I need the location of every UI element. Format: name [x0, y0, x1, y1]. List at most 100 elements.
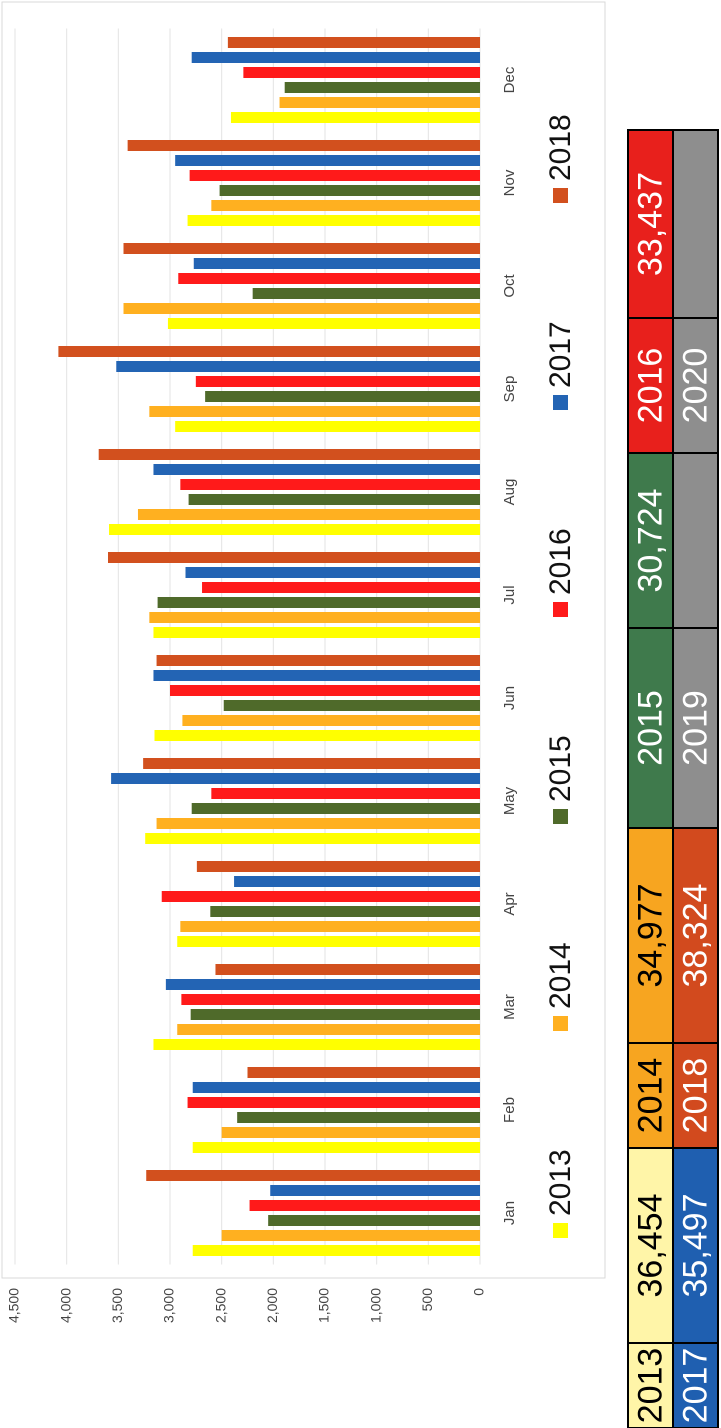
bar: [195, 376, 480, 387]
x-tick-label: Aug: [501, 479, 518, 506]
bar: [223, 700, 480, 711]
bar: [153, 670, 480, 681]
bar: [196, 861, 480, 872]
y-tick-label: 2,000: [264, 1288, 280, 1323]
y-tick-label: 500: [419, 1288, 435, 1312]
x-tick-label: Jun: [501, 686, 518, 710]
bar: [116, 361, 481, 372]
bar: [149, 406, 480, 417]
bar: [177, 936, 480, 947]
y-tick-label: 3,500: [109, 1288, 125, 1323]
legend-swatch: [553, 809, 568, 824]
bar: [215, 964, 480, 975]
x-tick-label: Oct: [501, 274, 518, 298]
bar: [111, 773, 480, 784]
bar: [279, 97, 480, 108]
bar: [249, 1200, 480, 1211]
legend-label: 2016: [544, 528, 577, 595]
bar: [210, 906, 481, 917]
bar: [190, 1009, 481, 1020]
bar: [202, 582, 481, 593]
bar: [177, 1024, 480, 1035]
x-tick-label: May: [501, 786, 518, 815]
bar: [145, 833, 480, 844]
x-tick-label: Mar: [501, 994, 518, 1020]
bar: [192, 1082, 480, 1093]
bar: [157, 597, 480, 608]
table-year: 2019: [676, 690, 714, 766]
bar: [98, 449, 480, 460]
bar: [193, 258, 480, 269]
table-total: 38,324: [676, 884, 714, 988]
bar: [154, 730, 480, 741]
bar: [153, 464, 480, 475]
bar: [192, 1245, 480, 1256]
bar: [170, 685, 480, 696]
bar: [180, 479, 480, 490]
bar: [180, 921, 480, 932]
legend-label: 2013: [544, 1149, 577, 1216]
y-tick-label: 1,500: [316, 1288, 332, 1323]
bar: [123, 243, 480, 254]
table-year: 2016: [631, 348, 669, 424]
bar: [187, 1097, 480, 1108]
bar: [181, 994, 480, 1005]
bar: [187, 215, 480, 226]
bar: [153, 1039, 480, 1050]
x-tick-label: Dec: [501, 66, 518, 93]
bar: [153, 627, 480, 638]
bar: [175, 421, 481, 432]
bar: [189, 170, 480, 181]
legend-label: 2017: [544, 321, 577, 388]
legend-label: 2015: [544, 735, 577, 802]
table-year: 2018: [676, 1058, 714, 1134]
bar: [270, 1185, 480, 1196]
x-tick-label: Jan: [501, 1201, 518, 1225]
table-year: 2015: [631, 690, 669, 766]
bar: [143, 758, 480, 769]
bar: [211, 200, 480, 211]
legend-swatch: [553, 188, 568, 203]
bar: [219, 185, 480, 196]
x-tick-label: Feb: [501, 1097, 518, 1123]
x-tick-label: Sep: [501, 376, 518, 403]
y-tick-label: 4,000: [57, 1288, 73, 1323]
legend-swatch: [553, 395, 568, 410]
bar: [227, 37, 480, 48]
bar: [247, 1067, 480, 1078]
bar: [127, 140, 480, 151]
bar: [161, 891, 480, 902]
bar: [146, 1170, 480, 1181]
table-total: 30,724: [631, 489, 669, 593]
bar: [230, 112, 480, 123]
x-tick-label: Nov: [501, 169, 518, 196]
bar: [268, 1215, 480, 1226]
bar: [284, 82, 481, 93]
x-tick-label: Jul: [501, 585, 518, 604]
bar: [167, 318, 481, 329]
bar: [234, 876, 480, 887]
bar: [182, 715, 480, 726]
table-cell: [672, 452, 719, 629]
table-year: 2017: [676, 1348, 714, 1424]
bar: [156, 655, 480, 666]
bar: [211, 788, 480, 799]
bar: [185, 567, 480, 578]
table-year: 2013: [631, 1348, 669, 1424]
legend-label: 2014: [544, 942, 577, 1009]
legend-swatch: [553, 1016, 568, 1031]
bar: [108, 552, 480, 563]
y-tick-label: 3,000: [161, 1288, 177, 1323]
legend-label: 2018: [544, 114, 577, 181]
y-tick-label: 4,500: [6, 1288, 22, 1323]
bar: [137, 509, 480, 520]
y-tick-label: 1,000: [367, 1288, 383, 1323]
table-total: 33,437: [631, 172, 669, 276]
legend-swatch: [553, 1223, 568, 1238]
table-year: 2020: [676, 348, 714, 424]
bar: [243, 67, 480, 78]
bar: [188, 494, 480, 505]
x-tick-label: Apr: [501, 892, 518, 915]
